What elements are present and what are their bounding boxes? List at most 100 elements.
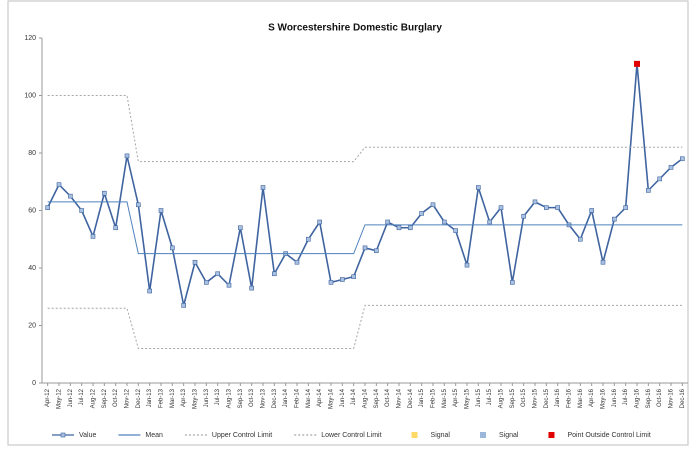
x-tick-label: Dec-13: [272, 388, 278, 408]
data-point: [158, 208, 164, 213]
data-point: [476, 185, 481, 190]
series-line: [47, 95, 683, 163]
x-tick-label: Apr-12: [45, 388, 51, 407]
x-tick-label: Aug-16: [635, 388, 641, 408]
x-tick-label: Nov-16: [669, 388, 675, 408]
legend-label: Upper Control Limit: [212, 432, 272, 439]
legend-label: Mean: [145, 432, 163, 439]
x-tick-label: Dec-16: [680, 388, 686, 408]
data-point: [510, 280, 515, 285]
data-point: [136, 202, 141, 208]
x-tick-label: May-12: [57, 388, 63, 409]
series-line: [47, 201, 683, 255]
data-point: [226, 282, 232, 288]
data-point: [555, 205, 560, 210]
data-point: [340, 277, 345, 282]
data-point: [498, 205, 504, 210]
x-tick-label: Oct-15: [521, 388, 527, 407]
x-tick-label: Jul-14: [351, 388, 357, 405]
x-tick-label: Feb-13: [159, 388, 165, 408]
x-tick-label: Apr-15: [453, 388, 459, 407]
x-tick-label: May-14: [329, 388, 335, 409]
legend-label: Value: [79, 432, 96, 439]
x-tick-label: Mar-16: [578, 388, 584, 408]
x-tick-label: Aug-13: [227, 388, 233, 408]
legend-label: Lower Control Limit: [321, 432, 381, 439]
data-point: [113, 225, 118, 231]
data-point: [204, 280, 209, 285]
signal-marker: [634, 60, 640, 67]
x-tick-label: May-15: [465, 388, 471, 409]
data-point: [578, 236, 583, 242]
data-point: [170, 245, 175, 251]
y-tick-label: 120: [24, 35, 36, 42]
data-point: [430, 202, 436, 208]
data-point: [215, 271, 220, 277]
x-tick-label: Jul-16: [623, 388, 629, 405]
x-tick-label: Aug-14: [363, 388, 369, 408]
x-tick-label: Jun-12: [68, 388, 74, 407]
data-point: [249, 285, 254, 291]
x-tick-label: Jun-14: [340, 388, 346, 407]
x-tick-label: Oct-16: [657, 388, 663, 407]
x-tick-label: Jan-16: [555, 388, 561, 407]
x-tick-label: Mar-13: [170, 388, 176, 408]
x-tick-label: Dec-14: [408, 388, 414, 408]
x-tick-label: Sep-12: [102, 388, 108, 408]
legend-label: Point Outside Control Limit: [567, 432, 650, 439]
x-tick-label: Oct-14: [385, 388, 391, 407]
data-point: [317, 219, 322, 225]
data-point: [487, 219, 492, 225]
data-point: [589, 208, 594, 213]
legend-label: Signal: [499, 432, 519, 439]
legend-marker: [411, 432, 418, 438]
data-point: [657, 176, 662, 182]
data-point: [600, 259, 606, 265]
data-point: [181, 303, 186, 308]
x-tick-label: Dec-15: [544, 388, 550, 408]
x-tick-label: Jun-13: [204, 388, 210, 407]
x-tick-label: Jun-15: [476, 388, 482, 407]
data-point: [453, 228, 458, 233]
x-tick-label: Feb-14: [295, 388, 301, 408]
data-point: [419, 211, 424, 216]
data-point: [544, 205, 549, 210]
x-tick-label: Jul-12: [79, 388, 85, 405]
data-point: [147, 288, 152, 294]
x-tick-label: Aug-12: [91, 388, 97, 408]
legend-marker: [548, 432, 555, 438]
x-tick-label: Feb-15: [431, 388, 437, 408]
data-point: [56, 182, 62, 187]
x-tick-label: Oct-12: [113, 388, 119, 407]
legend-label: Signal: [431, 432, 451, 439]
data-point: [260, 185, 266, 190]
x-tick-label: Jun-16: [612, 388, 618, 407]
x-tick-label: Sep-16: [646, 388, 652, 408]
data-point: [328, 280, 334, 285]
data-point: [623, 205, 628, 210]
x-tick-label: Apr-14: [317, 388, 323, 407]
x-tick-label: Nov-12: [125, 388, 131, 408]
legend-marker: [480, 432, 486, 438]
x-tick-label: Jul-13: [215, 388, 221, 405]
x-tick-label: Apr-13: [181, 388, 187, 407]
x-tick-label: Dec-12: [136, 388, 142, 408]
data-point: [374, 248, 379, 254]
data-point: [79, 208, 84, 213]
y-tick-label: 60: [28, 207, 36, 214]
y-tick-label: 20: [28, 322, 36, 329]
data-point: [351, 274, 356, 279]
x-tick-label: Mar-14: [306, 388, 312, 408]
series-line: [47, 304, 683, 349]
data-point: [680, 156, 685, 162]
y-tick-label: 100: [24, 92, 36, 99]
y-tick-label: 80: [28, 150, 36, 157]
x-tick-label: Nov-14: [397, 388, 403, 408]
y-tick-label: 40: [28, 265, 36, 272]
x-tick-label: Apr-16: [589, 388, 595, 407]
y-tick-label: 0: [32, 380, 36, 387]
x-tick-label: Aug-15: [499, 388, 505, 408]
data-point: [45, 205, 50, 210]
chart-title: S Worcestershire Domestic Burglary: [268, 23, 442, 34]
